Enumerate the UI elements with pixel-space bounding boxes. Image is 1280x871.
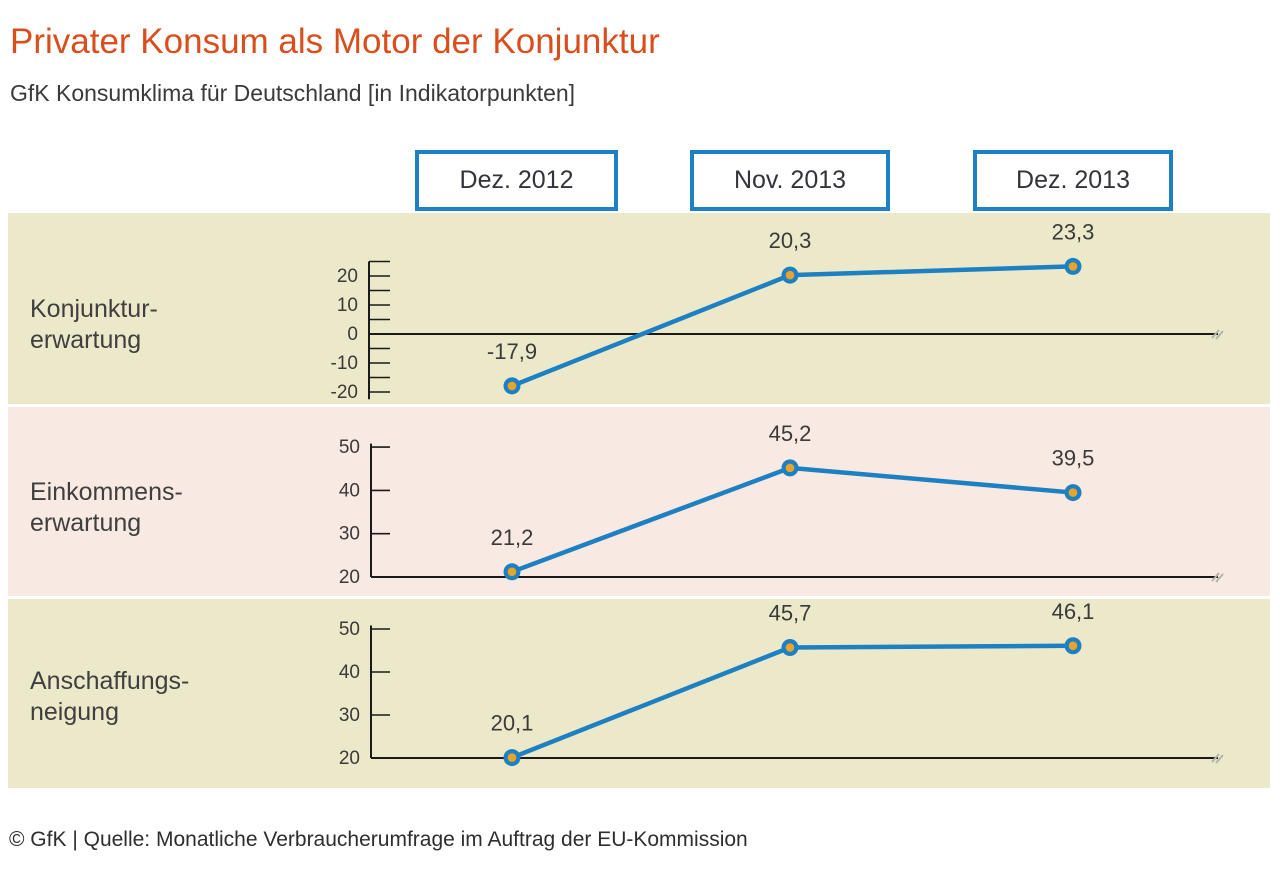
axis-break-mark xyxy=(1215,573,1224,583)
y-axis-tick-label: 50 xyxy=(339,437,360,458)
y-axis-tick-label: 20 xyxy=(337,266,358,287)
axis-break-mark xyxy=(1215,330,1224,340)
column-header-dez-2012: Dez. 2012 xyxy=(415,150,618,211)
y-axis-tick-label: 10 xyxy=(337,295,358,316)
chart-panel-3: 50 40 30 20 20,1 45,7 46,1 xyxy=(339,599,1224,769)
data-point xyxy=(785,463,795,473)
y-axis-tick-label: -20 xyxy=(331,382,358,403)
data-point xyxy=(1068,641,1078,651)
column-header-label: Nov. 2013 xyxy=(733,166,847,194)
y-axis-tick-label: -10 xyxy=(331,353,358,374)
data-point xyxy=(785,643,795,652)
data-point xyxy=(507,381,517,391)
data-point xyxy=(1068,262,1078,271)
y-axis-tick-label: 30 xyxy=(339,524,360,545)
page-title: Privater Konsum als Motor der Konjunktur xyxy=(10,22,660,61)
y-axis-tick-label: 40 xyxy=(339,662,360,683)
data-point-value-label: 20,3 xyxy=(769,228,812,253)
chart-panel-2: 50 40 30 20 21,2 45,2 39,5 xyxy=(339,421,1224,588)
data-point-value-label: 20,1 xyxy=(491,711,534,736)
data-point-value-label: -17,9 xyxy=(487,339,537,364)
data-point-value-label: 46,1 xyxy=(1052,599,1095,624)
column-header-dez-2013: Dez. 2013 xyxy=(973,150,1173,211)
data-line xyxy=(509,264,1076,389)
source-note: © GfK | Quelle: Monatliche Verbraucherum… xyxy=(9,828,748,851)
data-point-value-label: 39,5 xyxy=(1052,446,1095,471)
axis-break-mark xyxy=(1215,754,1224,764)
axis-break-mark xyxy=(1211,753,1220,763)
row-label-konjunkturerwartung: Konjunktur- erwartung xyxy=(30,295,158,354)
y-axis-tick-label: 30 xyxy=(339,705,360,726)
data-point xyxy=(1068,488,1078,497)
column-header-label: Dez. 2013 xyxy=(1016,166,1130,194)
data-line xyxy=(509,465,1076,575)
row-label-anschaffungsneigung: Anschaffungs- neigung xyxy=(30,667,190,726)
y-axis-tick-label: 40 xyxy=(339,480,360,501)
data-point xyxy=(507,567,517,577)
row-label-einkommenserwartung: Einkommens- erwartung xyxy=(30,478,183,537)
column-header-nov-2013: Nov. 2013 xyxy=(690,150,890,211)
y-axis-tick-label: 0 xyxy=(347,324,358,345)
data-line xyxy=(509,643,1076,760)
data-point-value-label: 45,7 xyxy=(769,600,812,625)
column-header-label: Dez. 2012 xyxy=(459,166,574,194)
data-point-value-label: 45,2 xyxy=(769,421,812,446)
panel-einkommenserwartung xyxy=(8,407,1270,596)
data-point xyxy=(507,753,517,762)
y-axis-tick-label: 20 xyxy=(339,748,360,769)
axis-break-mark xyxy=(1211,329,1220,339)
y-axis-tick-label: 20 xyxy=(339,567,360,588)
data-point-value-label: 21,2 xyxy=(491,525,534,550)
data-point-value-label: 23,3 xyxy=(1052,219,1095,244)
axis-break-mark xyxy=(1211,572,1220,582)
panel-anschaffungsneigung xyxy=(8,599,1270,788)
chart-panel-1: 20 10 0 -10 -20 -17,9 20,3 23,3 xyxy=(331,219,1224,403)
page-subtitle: GfK Konsumklima für Deutschland [in Indi… xyxy=(10,80,576,106)
panel-konjunkturerwartung xyxy=(8,213,1270,404)
data-point xyxy=(785,270,795,280)
y-axis-tick-label: 50 xyxy=(339,619,360,640)
